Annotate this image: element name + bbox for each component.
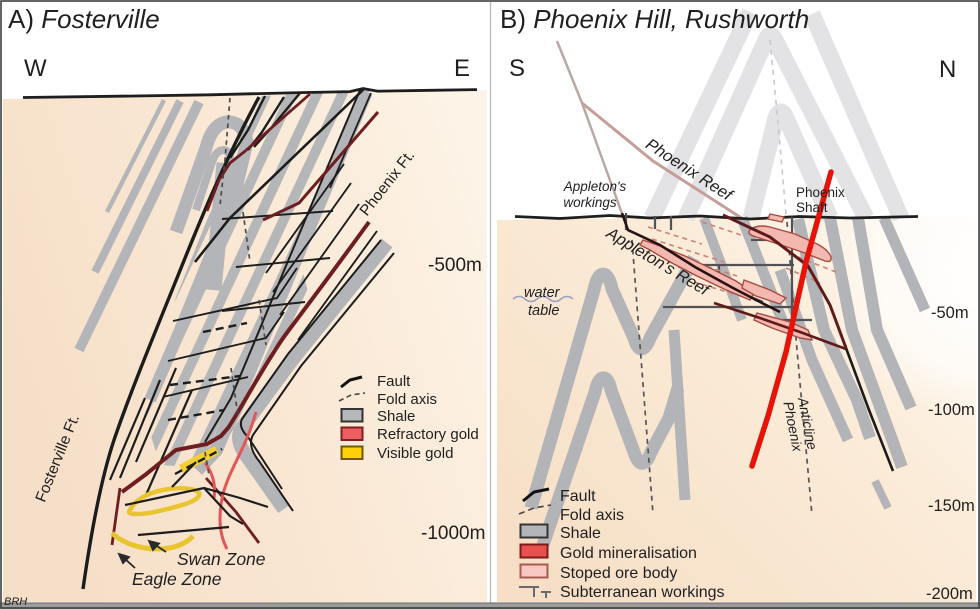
- svg-text:-50m: -50m: [931, 304, 969, 322]
- svg-text:Eagle Zone: Eagle Zone: [132, 569, 222, 589]
- svg-text:-500m: -500m: [428, 255, 482, 276]
- svg-text:S: S: [509, 55, 525, 82]
- svg-text:Fold axis: Fold axis: [560, 507, 624, 524]
- svg-text:-100m: -100m: [928, 401, 975, 419]
- svg-text:B) Phoenix Hill, Rushworth: B) Phoenix Hill, Rushworth: [500, 4, 809, 34]
- svg-text:Shale: Shale: [560, 525, 601, 542]
- svg-text:BRH: BRH: [4, 596, 27, 608]
- svg-text:Fault: Fault: [560, 488, 596, 505]
- svg-text:-150m: -150m: [928, 497, 975, 515]
- svg-text:Shale: Shale: [377, 408, 415, 425]
- svg-text:A) Fosterville: A) Fosterville: [8, 4, 160, 34]
- svg-text:W: W: [24, 55, 47, 82]
- svg-text:water: water: [524, 285, 561, 301]
- svg-text:Refractory gold: Refractory gold: [377, 426, 479, 443]
- svg-text:Shaft: Shaft: [796, 200, 828, 215]
- svg-text:-200m: -200m: [926, 585, 973, 603]
- svg-text:workings: workings: [563, 195, 617, 210]
- svg-text:Appleton's: Appleton's: [563, 179, 627, 194]
- svg-text:table: table: [528, 303, 559, 319]
- svg-text:Fault: Fault: [377, 373, 411, 390]
- svg-text:Stoped ore body: Stoped ore body: [560, 565, 677, 582]
- svg-text:E: E: [454, 55, 470, 82]
- svg-text:Subterranean workings: Subterranean workings: [560, 584, 725, 601]
- svg-text:Visible gold: Visible gold: [377, 445, 453, 462]
- svg-text:Fold axis: Fold axis: [377, 391, 437, 408]
- svg-text:Gold mineralisation: Gold mineralisation: [560, 545, 697, 562]
- svg-text:Phoenix: Phoenix: [796, 185, 845, 200]
- svg-text:N: N: [939, 56, 956, 83]
- svg-text:Swan Zone: Swan Zone: [177, 549, 266, 569]
- svg-text:-1000m: -1000m: [421, 523, 485, 544]
